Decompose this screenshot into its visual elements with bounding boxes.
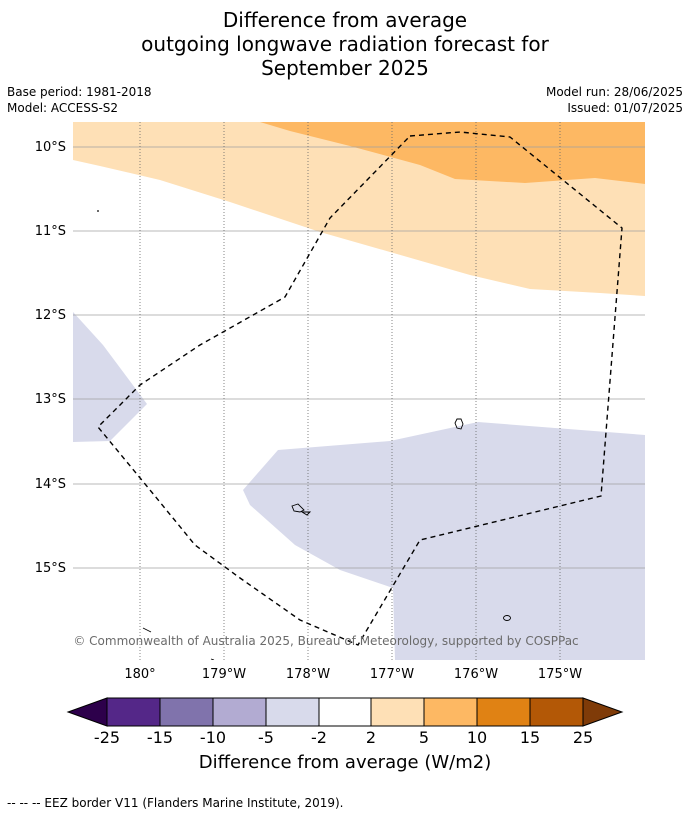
island-outline bbox=[300, 511, 312, 516]
lon-label: 178°W bbox=[286, 667, 330, 682]
island-outline bbox=[503, 615, 511, 621]
island-outline bbox=[210, 658, 215, 660]
lat-label: 15°S bbox=[35, 561, 66, 576]
colorbar-segment bbox=[423, 697, 478, 727]
colorbar-segment bbox=[265, 697, 320, 727]
colorbar-extend-low bbox=[66, 697, 108, 727]
colorbar-tick-label: 25 bbox=[572, 728, 594, 747]
map-plot-area: © Commonwealth of Australia 2025, Bureau… bbox=[73, 122, 645, 660]
colorbar-tick-label: -15 bbox=[146, 728, 174, 747]
lat-label: 10°S bbox=[35, 140, 66, 155]
colorbar-segment bbox=[370, 697, 425, 727]
copyright-text: © Commonwealth of Australia 2025, Bureau… bbox=[73, 634, 578, 648]
title-line-1: Difference from average bbox=[222, 8, 468, 32]
lon-label: 180° bbox=[124, 667, 155, 682]
colorbar-segment bbox=[318, 697, 372, 727]
island-dot bbox=[97, 210, 99, 212]
meta-right: Model run: 28/06/2025 Issued: 01/07/2025 bbox=[546, 84, 683, 116]
footnote-eez: -- -- -- EEZ border V11 (Flanders Marine… bbox=[7, 796, 344, 810]
island-outline bbox=[291, 503, 305, 513]
colorbar-tick-label: -10 bbox=[199, 728, 227, 747]
eez-border bbox=[97, 131, 623, 646]
lon-label: 175°W bbox=[538, 667, 582, 682]
model-label: Model: ACCESS-S2 bbox=[7, 101, 119, 115]
region-orange bbox=[260, 122, 645, 184]
lon-label: 176°W bbox=[454, 667, 498, 682]
island-outline bbox=[454, 418, 464, 430]
region-light-purple-southeast bbox=[243, 422, 645, 660]
lat-label: 14°S bbox=[35, 477, 66, 492]
issued-label: Issued: 01/07/2025 bbox=[567, 101, 683, 115]
base-period-label: Base period: 1981-2018 bbox=[7, 85, 152, 99]
colorbar-segment bbox=[212, 697, 267, 727]
lat-label: 12°S bbox=[35, 308, 66, 323]
chart-title: Difference from average outgoing longwav… bbox=[0, 8, 690, 80]
colorbar-tick-label: 10 bbox=[466, 728, 488, 747]
region-light-purple-west bbox=[73, 312, 147, 442]
lat-label: 11°S bbox=[35, 224, 66, 239]
colorbar-tick-label: -25 bbox=[93, 728, 121, 747]
colorbar-tick-label: -2 bbox=[311, 728, 327, 747]
title-line-2: outgoing longwave radiation forecast for bbox=[141, 32, 549, 56]
island-outline bbox=[142, 627, 152, 633]
colorbar bbox=[66, 697, 624, 727]
colorbar-segment bbox=[106, 697, 161, 727]
colorbar-extend-high bbox=[582, 697, 624, 727]
latitude-labels: 10°S 11°S 12°S 13°S 14°S 15°S bbox=[35, 140, 66, 576]
lon-label: 177°W bbox=[370, 667, 414, 682]
colorbar-tick-label: 15 bbox=[519, 728, 541, 747]
colorbar-segment bbox=[159, 697, 214, 727]
colorbar-tick-label: -5 bbox=[258, 728, 274, 747]
colorbar-title: Difference from average (W/m2) bbox=[198, 752, 492, 773]
lon-label: 179°W bbox=[202, 667, 246, 682]
colorbar-tick-label: 5 bbox=[418, 728, 430, 747]
title-line-3: September 2025 bbox=[261, 56, 429, 80]
colorbar-segment bbox=[529, 697, 584, 727]
grid-lines bbox=[73, 146, 645, 569]
longitude-labels: 180° 179°W 178°W 177°W 176°W 175°W bbox=[124, 667, 582, 682]
colorbar-tick-label: 2 bbox=[365, 728, 377, 747]
lat-label: 13°S bbox=[35, 392, 66, 407]
model-run-label: Model run: 28/06/2025 bbox=[545, 85, 683, 99]
meta-left: Base period: 1981-2018 Model: ACCESS-S2 bbox=[7, 84, 152, 116]
colorbar-segment bbox=[476, 697, 531, 727]
